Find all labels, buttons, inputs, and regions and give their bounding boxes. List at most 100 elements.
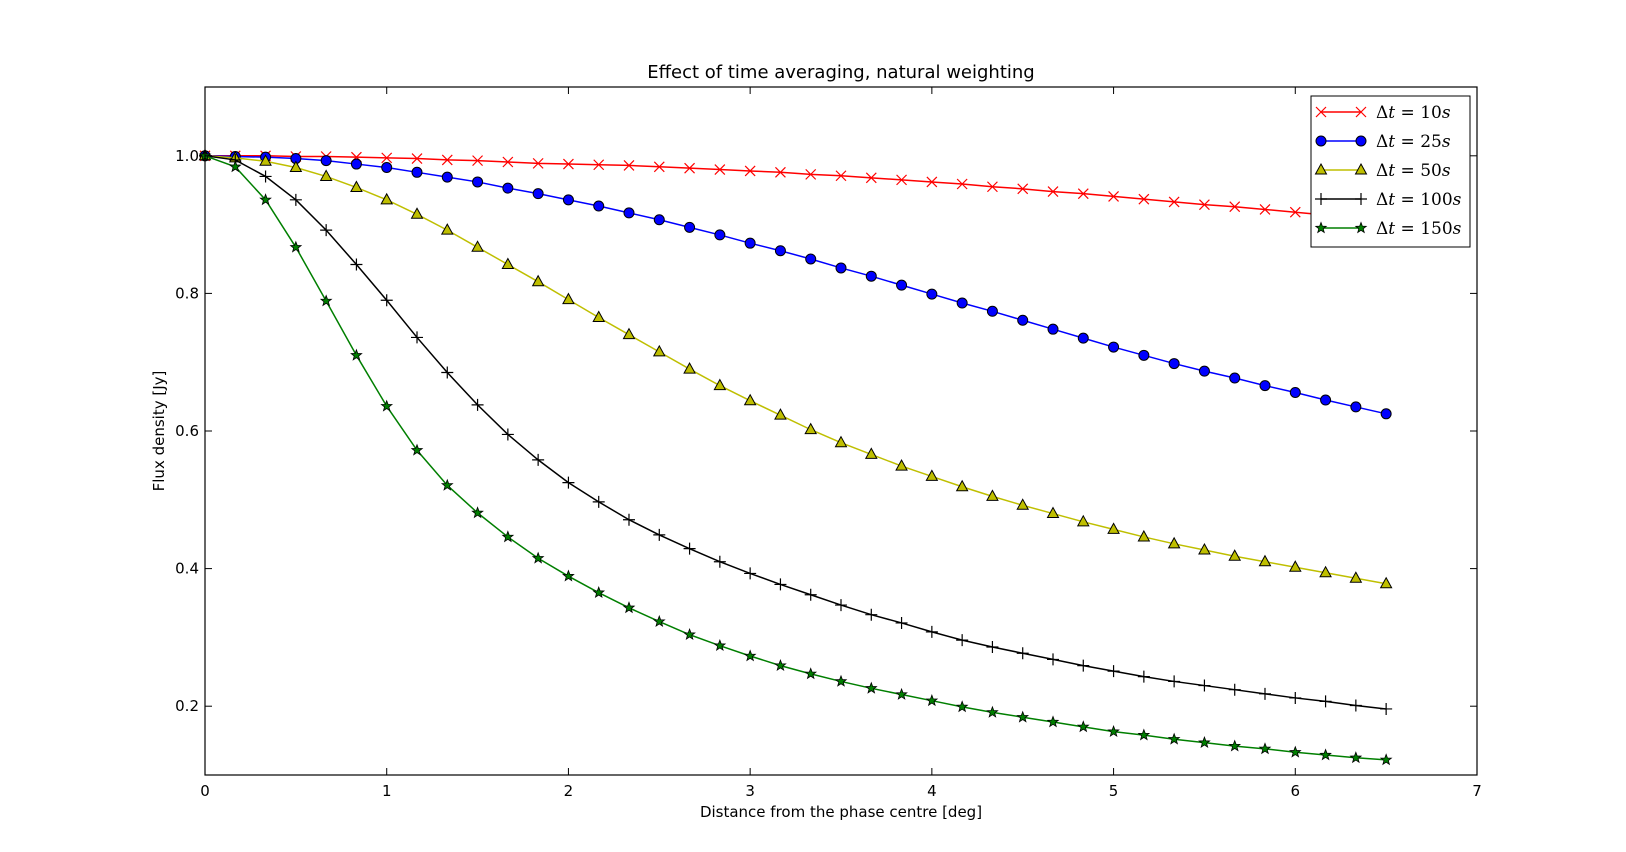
data-point-2-4 xyxy=(319,169,333,181)
data-point-0-26 xyxy=(986,181,998,193)
legend-marker-end-3 xyxy=(1355,193,1367,205)
data-point-0-20 xyxy=(805,168,817,180)
data-point-3-11 xyxy=(532,453,545,466)
legend-entry-1: Δt = 25s xyxy=(1315,132,1451,152)
data-point-3-30 xyxy=(1107,665,1120,678)
series-2 xyxy=(198,148,1393,589)
data-point-0-35 xyxy=(1259,204,1271,215)
data-point-4-28 xyxy=(1046,715,1060,728)
data-point-4-23 xyxy=(895,687,908,700)
data-point-3-36 xyxy=(1289,691,1302,704)
data-point-2-13 xyxy=(592,310,606,322)
legend-label-unit-2: s xyxy=(1442,161,1451,181)
data-point-2-19 xyxy=(774,408,787,420)
data-point-4-38 xyxy=(1349,751,1363,764)
data-point-4-1 xyxy=(228,160,242,173)
legend-label-unit-0: s xyxy=(1442,103,1451,123)
data-point-2-27 xyxy=(1016,498,1030,510)
data-point-4-25 xyxy=(955,700,969,713)
data-point-1-26 xyxy=(986,305,998,317)
data-point-4-8 xyxy=(440,478,454,491)
legend-box xyxy=(1310,95,1471,248)
data-point-1-34 xyxy=(1229,372,1241,384)
data-point-4-27 xyxy=(1016,710,1030,723)
data-point-1-5 xyxy=(350,158,362,170)
data-point-2-6 xyxy=(380,192,394,205)
data-point-3-33 xyxy=(1198,679,1211,692)
data-point-0-24 xyxy=(926,176,938,188)
data-point-2-29 xyxy=(1076,514,1090,527)
legend-label-t-0: t xyxy=(1388,103,1395,123)
data-point-0-28 xyxy=(1047,186,1059,198)
data-point-3-37 xyxy=(1319,695,1332,708)
legend-entry-2: Δt = 50s xyxy=(1314,161,1451,181)
legend-marker-start-1 xyxy=(1315,135,1327,147)
data-point-4-7 xyxy=(410,443,424,456)
data-point-1-38 xyxy=(1350,401,1362,413)
data-point-3-3 xyxy=(289,193,302,206)
data-point-1-12 xyxy=(562,194,574,206)
data-point-0-22 xyxy=(865,172,877,184)
data-point-0-15 xyxy=(653,161,665,173)
data-point-3-39 xyxy=(1380,702,1393,715)
legend-entry-0: Δt = 10s xyxy=(1315,103,1451,123)
data-point-2-33 xyxy=(1198,542,1211,555)
data-point-3-4 xyxy=(320,224,333,237)
data-point-0-19 xyxy=(775,166,786,178)
data-point-3-23 xyxy=(895,616,908,629)
data-point-2-14 xyxy=(622,327,636,340)
data-point-2-32 xyxy=(1167,536,1181,549)
data-point-2-15 xyxy=(652,344,666,357)
data-point-0-25 xyxy=(956,178,968,190)
data-point-1-14 xyxy=(623,207,635,219)
data-point-4-30 xyxy=(1107,725,1120,738)
legend-marker-start-2 xyxy=(1314,162,1328,175)
data-point-3-29 xyxy=(1077,659,1090,672)
data-point-1-19 xyxy=(774,245,786,257)
legend-label-0: Δt = 10s xyxy=(1376,103,1451,123)
legend-marker-end-1 xyxy=(1355,135,1367,147)
legend-label-t-4: t xyxy=(1388,219,1395,239)
y-tick-label-2: 0.6 xyxy=(175,422,199,440)
data-point-3-19 xyxy=(774,578,787,591)
data-point-0-12 xyxy=(563,158,574,170)
data-point-4-29 xyxy=(1076,720,1090,733)
y-axis-title: Flux density [Jy] xyxy=(150,371,168,492)
data-point-0-36 xyxy=(1289,206,1301,218)
data-point-0-30 xyxy=(1108,190,1119,202)
series-line-3 xyxy=(204,155,1387,710)
x-tick-label-7: 7 xyxy=(1472,782,1482,800)
data-point-4-14 xyxy=(622,601,636,614)
data-point-0-27 xyxy=(1017,183,1029,195)
data-point-2-25 xyxy=(955,479,969,492)
y-tick-label-0: 0.2 xyxy=(175,697,199,715)
data-point-3-18 xyxy=(744,567,757,580)
data-point-3-32 xyxy=(1168,675,1181,688)
data-point-3-14 xyxy=(622,513,635,526)
data-point-3-24 xyxy=(925,625,938,638)
data-point-3-2 xyxy=(259,170,272,183)
legend-label-4: Δt = 150s xyxy=(1376,219,1462,239)
data-point-2-22 xyxy=(864,447,878,459)
data-point-0-9 xyxy=(472,155,483,167)
legend-marker-end-0 xyxy=(1355,106,1367,118)
legend-label-2: Δt = 50s xyxy=(1376,161,1451,181)
data-point-4-9 xyxy=(471,506,484,519)
data-point-1-16 xyxy=(684,221,696,233)
data-point-4-2 xyxy=(259,193,272,206)
data-point-4-4 xyxy=(319,294,333,307)
data-point-4-17 xyxy=(713,639,727,652)
data-point-4-11 xyxy=(531,551,545,564)
legend-label-t-2: t xyxy=(1388,161,1395,181)
data-point-3-28 xyxy=(1047,653,1060,666)
data-point-1-15 xyxy=(653,214,665,226)
data-point-3-15 xyxy=(653,528,666,541)
data-point-2-5 xyxy=(350,180,363,192)
data-point-1-31 xyxy=(1138,349,1150,361)
legend-label-unit-1: s xyxy=(1442,132,1451,152)
data-point-2-30 xyxy=(1107,522,1120,534)
legend-label-t-3: t xyxy=(1388,190,1395,210)
data-point-2-3 xyxy=(289,160,303,172)
